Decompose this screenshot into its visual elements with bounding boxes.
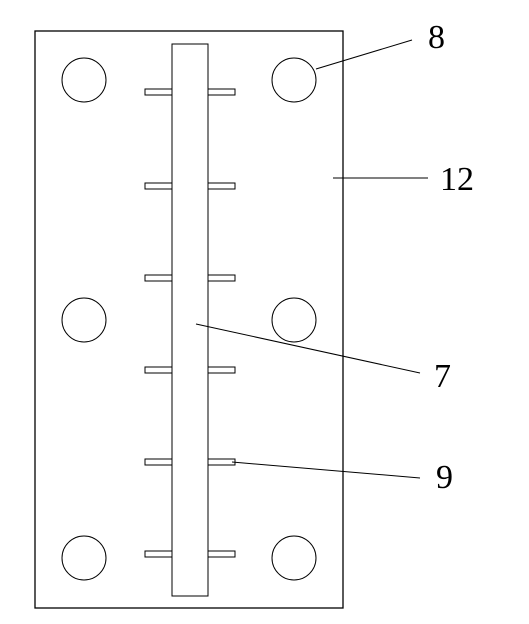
background: [0, 0, 529, 624]
callout-label-9: 9: [436, 459, 453, 496]
diagram-canvas: 7 8 9 12: [0, 0, 529, 624]
callout-label-8: 8: [428, 19, 445, 56]
callout-label-12: 12: [440, 161, 474, 198]
center-bar: [172, 44, 208, 596]
diagram-svg: 7 8 9 12: [0, 0, 529, 624]
callout-label-7: 7: [434, 358, 451, 395]
